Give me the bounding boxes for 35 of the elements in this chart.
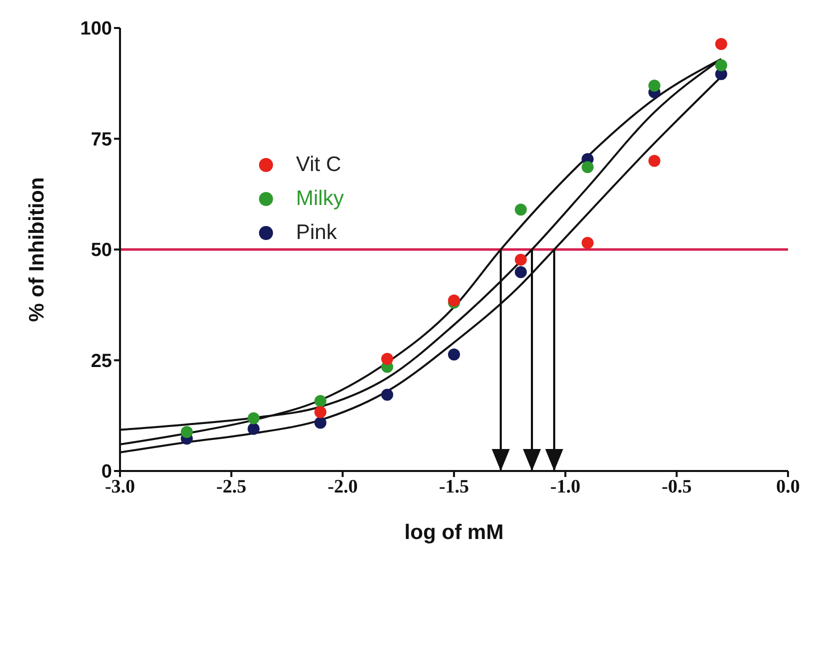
point bbox=[514, 266, 527, 278]
x-tick-label: -1.5 bbox=[438, 476, 470, 498]
point bbox=[448, 294, 460, 306]
point bbox=[648, 80, 660, 92]
y-tick-label: 25 bbox=[90, 350, 112, 372]
point bbox=[314, 395, 326, 408]
x-axis-title: log of mM bbox=[404, 521, 504, 544]
point bbox=[514, 204, 527, 216]
point bbox=[648, 154, 660, 167]
x-tick-label: -0.5 bbox=[662, 476, 692, 498]
point bbox=[514, 254, 527, 266]
point bbox=[314, 406, 326, 418]
point bbox=[248, 422, 260, 435]
point bbox=[582, 236, 594, 249]
point bbox=[381, 388, 394, 401]
point bbox=[381, 352, 394, 365]
point bbox=[314, 416, 326, 429]
y-tick-label: 50 bbox=[90, 240, 112, 262]
point bbox=[715, 38, 728, 50]
legend-label: Milky bbox=[296, 187, 344, 211]
x-tick-label: -2.0 bbox=[328, 476, 358, 498]
point bbox=[248, 412, 260, 424]
y-tick-label: 100 bbox=[80, 18, 112, 40]
point bbox=[715, 59, 728, 72]
y-tick-label: 75 bbox=[90, 129, 112, 150]
point bbox=[582, 161, 594, 174]
legend-label: Vit C bbox=[296, 153, 342, 177]
x-tick-label: -2.5 bbox=[216, 476, 246, 498]
x-tick-label: -1.0 bbox=[550, 476, 580, 498]
y-tick-label: 0 bbox=[101, 462, 112, 483]
point bbox=[448, 348, 460, 360]
x-tick-label: 0.0 bbox=[776, 476, 800, 498]
legend-label: Pink bbox=[296, 221, 337, 245]
y-axis-title: % of Inhibition bbox=[25, 177, 48, 322]
point bbox=[180, 426, 193, 438]
